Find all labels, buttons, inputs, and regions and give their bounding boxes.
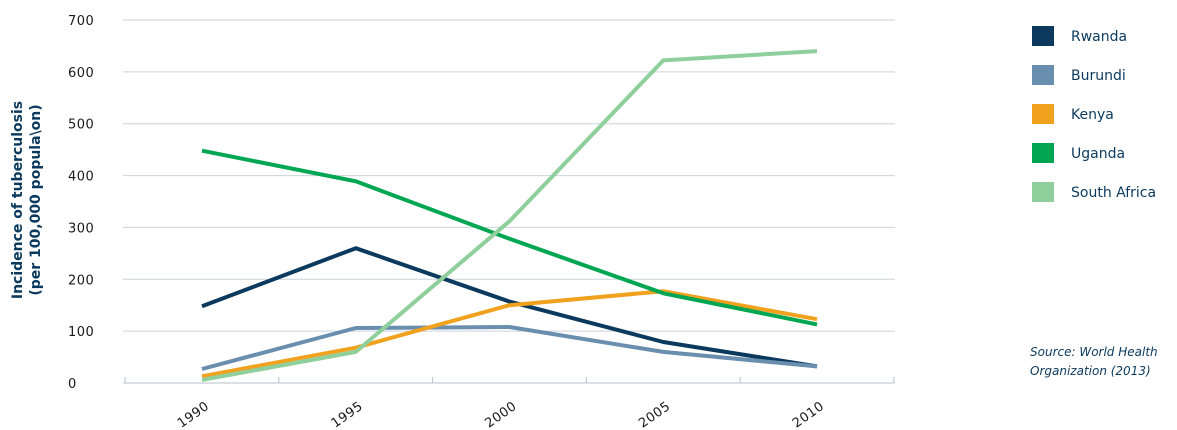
x-tick-labels: 1990 1995 2000 2005 2010 — [175, 399, 827, 430]
legend: Rwanda Burundi Kenya Uganda South Africa — [1032, 26, 1156, 202]
x-axis — [123, 377, 895, 384]
source-note: Source: World Health Organization (2013) — [1030, 345, 1158, 378]
legend-swatch-south-africa — [1032, 182, 1054, 202]
y-tick-label: 500 — [68, 118, 94, 133]
y-tick-label: 200 — [68, 273, 94, 288]
x-tick-label: 1990 — [175, 399, 212, 430]
y-tick-label: 300 — [68, 221, 94, 236]
x-tick-label: 2005 — [636, 399, 673, 430]
y-tick-labels: 0 100 200 300 400 500 600 700 — [68, 14, 94, 392]
legend-label-rwanda: Rwanda — [1071, 29, 1127, 45]
x-tick-label: 2000 — [482, 399, 519, 430]
legend-label-burundi: Burundi — [1071, 68, 1126, 84]
legend-swatch-burundi — [1032, 65, 1054, 85]
y-axis-label: Incidence of tuberculosis (per 100,000 po… — [10, 101, 44, 299]
y-axis-label-line: Incidence of tuberculosis — [10, 101, 26, 299]
source-note-line: Source: World Health — [1030, 345, 1158, 359]
y-tick-label: 100 — [68, 325, 94, 340]
legend-label-south-africa: South Africa — [1071, 185, 1156, 201]
series-line-uganda — [201, 148, 818, 327]
y-tick-label: 400 — [68, 170, 94, 185]
legend-label-kenya: Kenya — [1071, 107, 1114, 123]
series-line-burundi — [201, 325, 818, 371]
y-tick-label: 600 — [68, 66, 94, 81]
legend-swatch-uganda — [1032, 143, 1054, 163]
x-tick-label: 2010 — [790, 399, 827, 430]
legend-swatch-kenya — [1032, 104, 1054, 124]
grid-lines — [123, 19, 895, 332]
y-tick-label: 700 — [68, 14, 94, 29]
series-lines — [201, 49, 818, 382]
x-tick-label: 1995 — [329, 399, 366, 430]
series-line-south-africa — [201, 49, 818, 382]
legend-label-uganda: Uganda — [1071, 146, 1125, 162]
series-line-kenya — [201, 289, 818, 379]
source-note-line: Organization (2013) — [1030, 364, 1151, 378]
series-line-rwanda — [201, 246, 818, 369]
y-axis-label-line: (per 100,000 popula\on) — [28, 104, 44, 295]
legend-swatch-rwanda — [1032, 26, 1054, 46]
y-tick-label: 0 — [68, 377, 77, 392]
